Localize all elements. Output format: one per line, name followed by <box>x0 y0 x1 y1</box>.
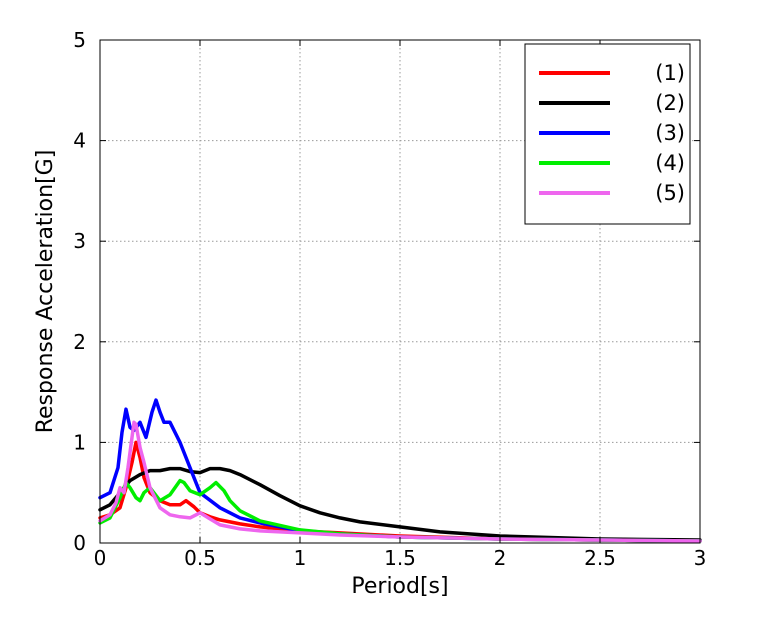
y-tick-label: 4 <box>73 129 86 153</box>
y-axis-label: Response Acceleration[G] <box>33 150 58 434</box>
tick-labels: 0 0.5 1 1.5 2 2.5 3 0 1 2 3 4 5 <box>73 28 706 570</box>
y-tick-label: 5 <box>73 28 86 52</box>
y-tick-label: 2 <box>73 330 86 354</box>
y-tick-label: 1 <box>73 430 86 454</box>
x-tick-label: 3 <box>694 546 707 570</box>
x-axis-label: Period[s] <box>351 574 448 599</box>
series-group <box>98 398 702 543</box>
series-line-5 <box>98 420 702 543</box>
y-tick-label: 3 <box>73 229 86 253</box>
legend-label-3: (3) <box>655 121 685 145</box>
legend-label-1: (1) <box>655 61 685 85</box>
x-tick-label: 1.5 <box>384 546 416 570</box>
x-tick-label: 1 <box>294 546 307 570</box>
y-tick-label: 0 <box>73 531 86 555</box>
x-tick-label: 2.5 <box>584 546 616 570</box>
x-tick-label: 2 <box>494 546 507 570</box>
legend-label-5: (5) <box>655 181 685 205</box>
x-tick-label: 0 <box>94 546 107 570</box>
legend: (1) (2) (3) (4) (5) <box>524 43 691 225</box>
series-line-2 <box>98 466 702 542</box>
legend-label-4: (4) <box>655 151 685 175</box>
grid <box>100 40 700 543</box>
legend-label-2: (2) <box>655 91 685 115</box>
x-tick-label: 0.5 <box>184 546 216 570</box>
